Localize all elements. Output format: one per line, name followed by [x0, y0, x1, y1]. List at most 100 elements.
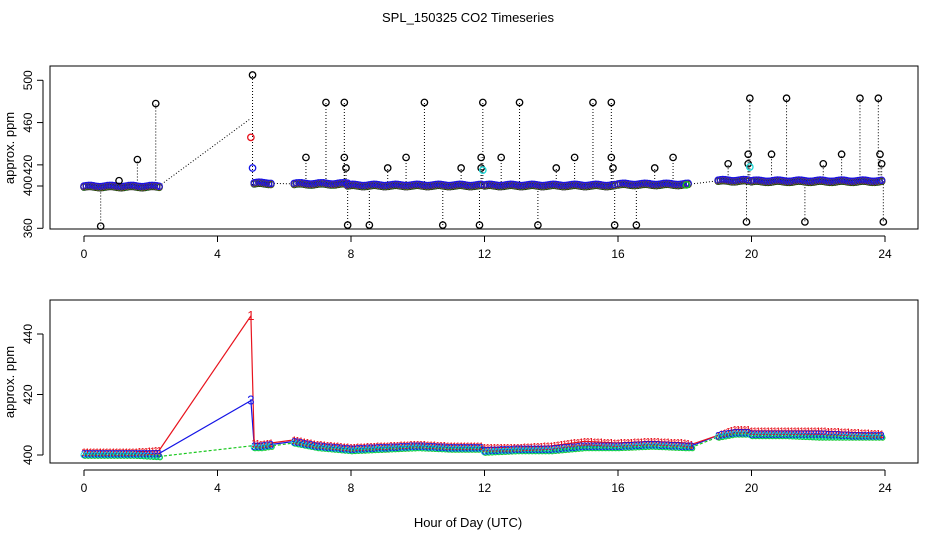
- series-label-1: 1: [445, 441, 451, 453]
- series-label-1: 1: [835, 427, 841, 439]
- series-label-1: 1: [742, 424, 748, 436]
- series-label-1: 1: [545, 441, 551, 453]
- series-label-1: 1: [254, 439, 260, 451]
- series-label-1: 1: [845, 427, 851, 439]
- series-label-3: 3: [311, 440, 317, 452]
- series-label-3: 3: [815, 429, 821, 441]
- spike-point: [96, 222, 105, 231]
- series-label-1: 1: [348, 442, 354, 454]
- gap-point: [682, 181, 691, 189]
- gap-line: [270, 182, 295, 185]
- spike-point: [819, 159, 828, 168]
- series-label-1: 1: [127, 447, 133, 459]
- series-label-1: 1: [752, 426, 758, 438]
- series-label-3: 3: [298, 438, 304, 450]
- series-label-1: 1: [732, 424, 738, 436]
- spike-point: [302, 153, 310, 162]
- series-label-1: 1: [795, 426, 801, 438]
- top-x-tick-label: 8: [348, 247, 355, 261]
- series-label-1: 1: [588, 437, 594, 449]
- spike-point: [457, 164, 465, 172]
- series-label-1: 1: [792, 426, 798, 438]
- series-label-1: 1: [150, 446, 156, 458]
- series-label-1: 1: [388, 441, 394, 453]
- series-label-1: 1: [662, 437, 668, 449]
- series-label-1: 1: [355, 442, 361, 454]
- series-label-1: 1: [738, 424, 744, 436]
- spike-point: [607, 98, 616, 107]
- series-label-1: 1: [618, 438, 624, 450]
- series-label-3: 3: [688, 441, 694, 453]
- series-label-1: 1: [465, 441, 471, 453]
- series-label-1: 1: [415, 439, 421, 451]
- series-label-1: 1: [341, 442, 347, 454]
- series-label-1: 1: [481, 442, 487, 454]
- spike-point: [874, 94, 883, 103]
- series-label-1: 1: [488, 442, 494, 454]
- series-label-1: 1: [585, 437, 591, 449]
- series-label-1: 1: [645, 437, 651, 449]
- series-label-1: 1: [658, 437, 664, 449]
- series-label-1: 1: [91, 447, 97, 459]
- series-label-3: 3: [291, 436, 297, 448]
- series-label-1: 1: [855, 428, 861, 440]
- series-label-3: 3: [799, 429, 805, 441]
- series-label-3: 3: [832, 430, 838, 442]
- spike-point: [609, 164, 617, 172]
- green-point: [259, 445, 265, 452]
- series-label-3: 3: [156, 448, 162, 460]
- series-label-1: 1: [552, 440, 558, 452]
- bottom-x-tick-label: 0: [81, 481, 88, 495]
- baseline-point: [267, 179, 275, 188]
- series-label-1: 1: [381, 441, 387, 453]
- series-label-3: 3: [812, 429, 818, 441]
- series-label-1: 1: [862, 428, 868, 440]
- series-label-1: 1: [819, 426, 825, 438]
- series-label-1: 1: [812, 426, 818, 438]
- series-label-1: 1: [375, 441, 381, 453]
- series-label-1: 1: [592, 437, 598, 449]
- top-plot-frame: [49, 65, 919, 230]
- series-label-1: 1: [328, 441, 334, 453]
- series-label-1: 1: [345, 442, 351, 454]
- series-label-1: 1: [455, 441, 461, 453]
- series-label-1: 1: [120, 447, 126, 459]
- series-label-3: 3: [143, 448, 149, 460]
- series-label-1: 1: [822, 426, 828, 438]
- series-label-1: 1: [146, 446, 152, 458]
- series-label-1: 1: [461, 441, 467, 453]
- series-label-1: 1: [291, 435, 297, 447]
- series-label-1: 1: [772, 426, 778, 438]
- series-label-1: 1: [582, 436, 588, 448]
- top-point-marks: [80, 71, 888, 231]
- x-axis-label: Hour of Day (UTC): [414, 515, 522, 530]
- series-label-3: 3: [301, 438, 307, 450]
- spike-point: [801, 218, 809, 226]
- series-label-1: 1: [615, 438, 621, 450]
- series-label-1: 1: [498, 442, 504, 454]
- series-label-1: 1: [602, 437, 608, 449]
- series-label-1: 1: [391, 440, 397, 452]
- series-label-1: 1: [508, 442, 514, 454]
- series-label-1: 1: [136, 447, 142, 459]
- series-label-1: 1: [408, 440, 414, 452]
- green-point: [269, 444, 275, 450]
- spike-point: [745, 94, 754, 103]
- series-label-1: 1: [805, 426, 811, 438]
- series-label-1: 1: [595, 437, 601, 449]
- bottom-x-tick-label: 4: [214, 481, 221, 495]
- series-label-1: 1: [295, 436, 301, 448]
- series-label-1: 1: [315, 439, 321, 451]
- series-label-1: 1: [411, 440, 417, 452]
- series-label-1: 1: [775, 426, 781, 438]
- series-label-3: 3: [295, 437, 301, 449]
- series-label-1: 1: [401, 440, 407, 452]
- series-label-1: 1: [778, 426, 784, 438]
- series-label-1: 1: [632, 437, 638, 449]
- green-point: [265, 444, 272, 451]
- series-label-1: 1: [842, 427, 848, 439]
- top-spike-lines: [100, 75, 884, 227]
- bottom-y-axis-label: approx. ppm: [2, 346, 17, 418]
- green-point: [562, 447, 569, 454]
- peak-label-1: 1: [247, 308, 254, 323]
